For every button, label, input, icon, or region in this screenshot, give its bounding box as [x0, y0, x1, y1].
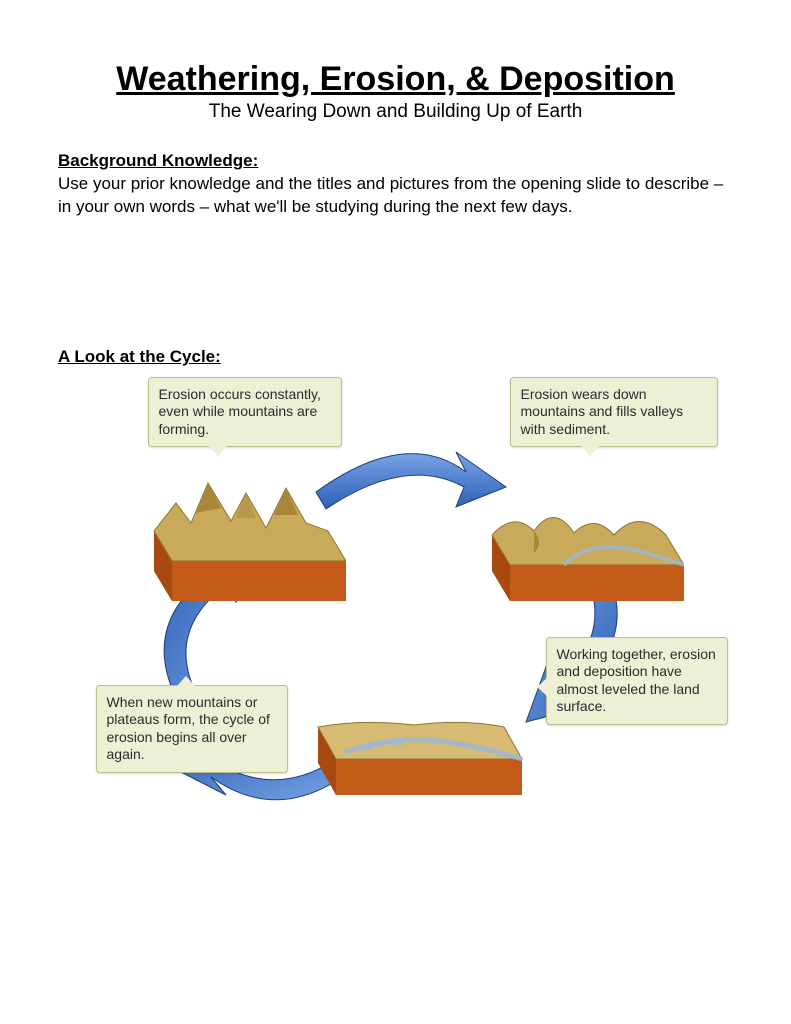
callout-bottom-right: Working together, erosion and deposition… — [546, 637, 728, 725]
callout-top-left: Erosion occurs constantly, even while mo… — [148, 377, 342, 448]
callout-text: Erosion occurs constantly, even while mo… — [159, 386, 321, 437]
background-text: Use your prior knowledge and the titles … — [58, 173, 733, 219]
callout-text: Erosion wears down mountains and fills v… — [521, 386, 684, 437]
terrain-block-mountains-forming — [136, 453, 346, 603]
callout-text: Working together, erosion and deposition… — [557, 646, 716, 715]
page-title: Weathering, Erosion, & Deposition — [58, 60, 733, 99]
section-head-cycle: A Look at the Cycle: — [58, 347, 733, 367]
section-head-background: Background Knowledge: — [58, 151, 733, 171]
callout-top-right: Erosion wears down mountains and fills v… — [510, 377, 718, 448]
cycle-diagram: Erosion occurs constantly, even while mo… — [76, 377, 716, 857]
callout-bottom-left: When new mountains or plateaus form, the… — [96, 685, 288, 773]
page-subtitle: The Wearing Down and Building Up of Eart… — [58, 101, 733, 123]
callout-text: When new mountains or plateaus form, the… — [107, 694, 270, 763]
terrain-block-worn-mountains — [474, 453, 684, 603]
terrain-block-leveled — [304, 673, 524, 803]
